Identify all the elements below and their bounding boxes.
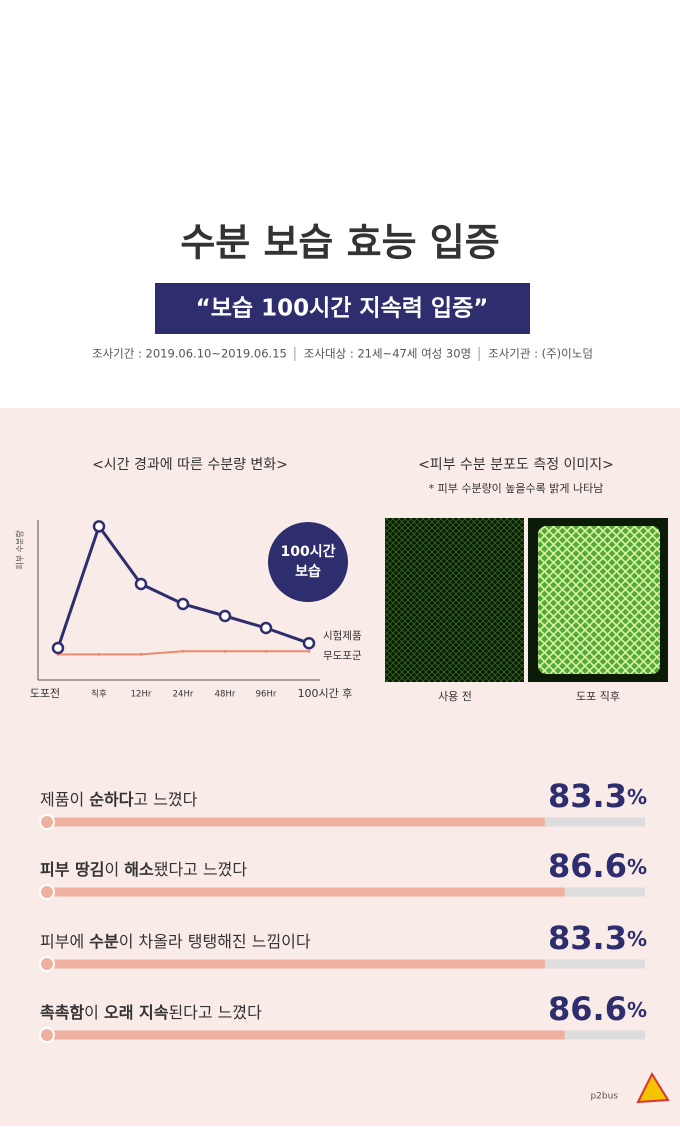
image-after — [538, 526, 660, 674]
banner: “보습 100시간 지속력 입증” — [196, 296, 489, 322]
image-caption: 도포 직후 — [576, 690, 620, 703]
bar-label: 피부에 수분이 차올라 탱탱해진 느낌이다 — [40, 932, 311, 951]
badge-text: 100시간 — [281, 543, 336, 560]
bar-knob — [39, 956, 55, 972]
title: 수분 보습 효능 입증 — [180, 221, 499, 265]
bar-label-part: 이 — [104, 860, 124, 879]
survey-item: 조사기간 : 2019.06.10~2019.06.15 — [92, 347, 287, 361]
images-note: * 피부 수분량이 높을수록 밝게 나타남 — [429, 482, 604, 495]
legend-label: 시험제품 — [323, 630, 362, 642]
value-label: 86.6% — [548, 847, 647, 885]
bar-knob — [39, 1027, 55, 1043]
value-label: 83.3% — [548, 777, 647, 815]
survey-item: 조사대상 : 21세~47세 여성 30명 — [304, 347, 471, 361]
value-label: 86.6% — [548, 990, 647, 1028]
x-tick-label: 24Hr — [173, 690, 194, 700]
badge-text: 보습 — [295, 564, 321, 580]
legend-label: 무도포군 — [323, 650, 362, 662]
point — [97, 652, 101, 656]
bar-label-part: 순하다 — [89, 790, 133, 809]
bar — [45, 959, 545, 969]
x-tick-label: 12Hr — [131, 690, 152, 700]
bar-label-part: 이 — [84, 1003, 104, 1022]
point — [134, 577, 148, 591]
bar-label: 촉촉함이 오래 지속된다고 느꼈다 — [40, 1003, 262, 1022]
bar-label-part: 된다고 느꼈다 — [168, 1003, 262, 1022]
point — [307, 649, 311, 653]
image-caption: 사용 전 — [438, 690, 472, 703]
bar-label-part: 오래 지속 — [104, 1003, 169, 1022]
bar — [45, 817, 545, 827]
badge — [268, 522, 348, 602]
point — [218, 609, 232, 623]
point — [264, 649, 268, 653]
y-axis-label: 피부 수분량 — [15, 530, 25, 570]
x-tick-label: 96Hr — [256, 690, 277, 700]
logo — [636, 1071, 670, 1104]
bar-label-part: 고 느꼈다 — [133, 790, 197, 809]
bar-label: 제품이 순하다고 느꼈다 — [40, 790, 198, 809]
watermark: p2bus — [590, 1092, 618, 1102]
bar-label-part: 됐다고 느꼈다 — [154, 860, 248, 879]
x-tick-label: 직후 — [91, 689, 107, 700]
bar-label-part: 이 차올라 탱탱해진 느낌이다 — [119, 932, 311, 951]
bar-label-part: 해소 — [124, 860, 154, 879]
bar-label: 피부 땅김이 해소됐다고 느꼈다 — [40, 860, 247, 879]
bar-label-part: 촉촉함 — [40, 1003, 84, 1022]
point — [139, 652, 143, 656]
bar-knob — [39, 814, 55, 830]
images-title: <피부 수분 분포도 측정 이미지> — [418, 457, 614, 473]
survey-item: 조사기관 : (주)이노덤 — [488, 347, 593, 361]
point — [181, 649, 185, 653]
bar-label-part: 제품이 — [40, 790, 89, 809]
point — [92, 520, 106, 533]
bar-knob — [39, 884, 55, 900]
top-bg — [0, 0, 680, 408]
point — [176, 597, 190, 611]
value-label: 83.3% — [548, 919, 647, 957]
bar — [45, 887, 565, 897]
bar-label-part: 피부 땅김 — [40, 860, 104, 879]
point — [302, 636, 316, 650]
image-before — [385, 518, 524, 682]
x-tick-label: 100시간 후 — [298, 687, 353, 700]
x-tick-label: 48Hr — [215, 690, 236, 700]
chart-title: <시간 경과에 따른 수분량 변화> — [92, 457, 288, 473]
bar-label-part: 피부에 — [40, 932, 89, 951]
point — [51, 641, 65, 655]
point — [223, 649, 227, 653]
x-tick-label: 도포전 — [30, 687, 60, 700]
banner-bg — [155, 283, 530, 334]
point — [259, 621, 273, 635]
bar-label-part: 수분 — [89, 932, 119, 951]
bar — [45, 1030, 565, 1040]
